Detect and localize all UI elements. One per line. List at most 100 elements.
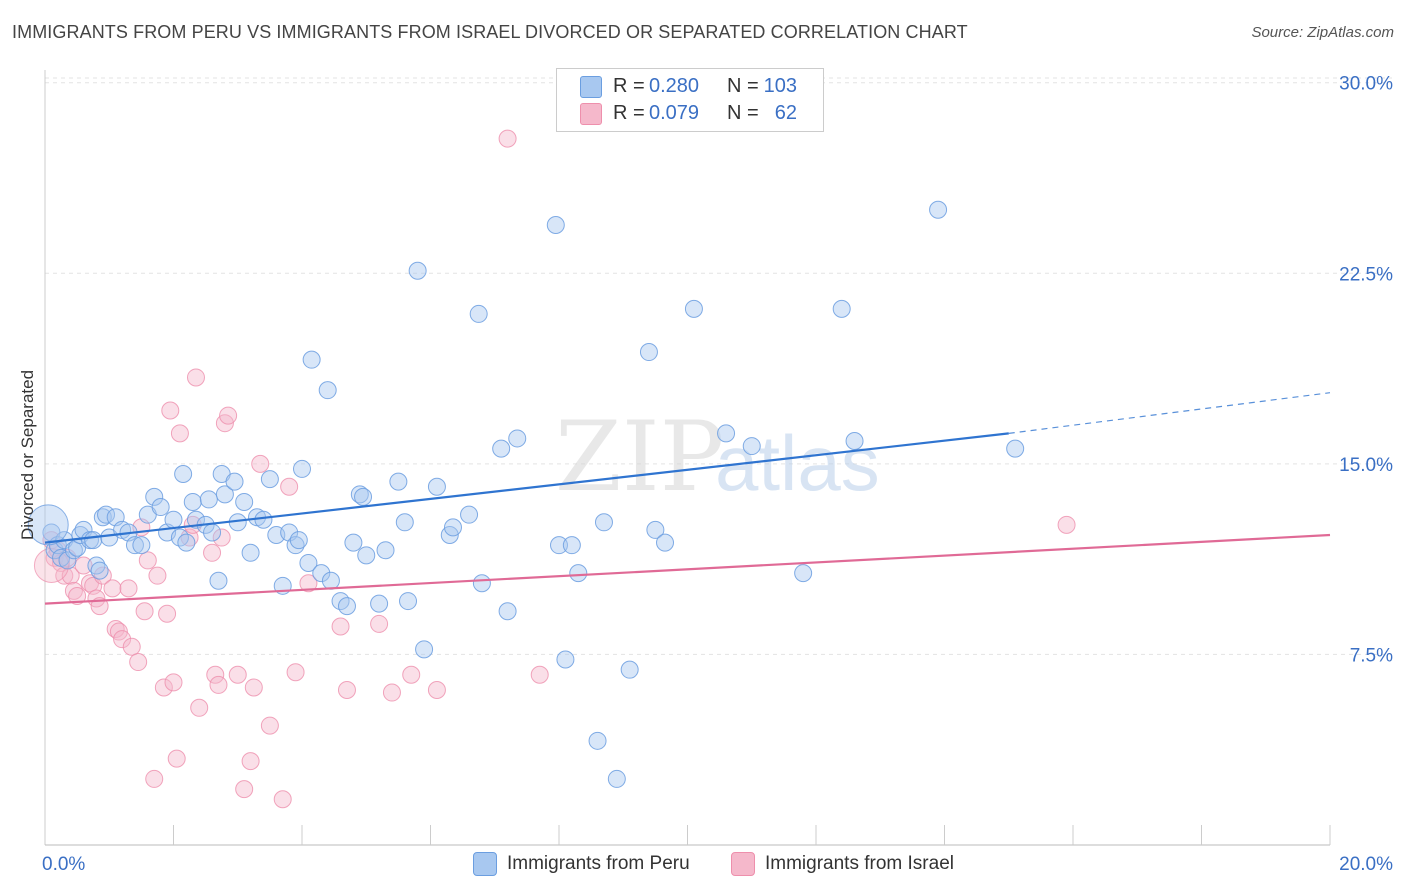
x-tick-label: 0.0%	[42, 854, 85, 875]
legend-n-value: 62	[774, 101, 797, 124]
israel-point	[135, 602, 154, 621]
peru-point	[58, 551, 77, 570]
peru-point	[87, 556, 106, 575]
peru-point	[299, 553, 318, 572]
y-tick-label: 22.5%	[1339, 264, 1393, 285]
peru-point	[225, 472, 244, 491]
y-axis-label: Divorced or Separated	[18, 370, 37, 540]
legend-n-value: 103	[763, 74, 797, 97]
legend-row-israel: R = 0.079 N = 62	[557, 99, 823, 127]
peru-point	[1006, 439, 1025, 458]
peru-point	[594, 513, 613, 532]
peru-point	[832, 299, 851, 318]
israel-point	[209, 675, 228, 694]
peru-cluster-point	[27, 504, 69, 546]
israel-point	[427, 681, 446, 699]
israel-point	[164, 673, 183, 692]
peru-point	[177, 533, 196, 552]
israel-point	[280, 477, 299, 496]
peru-point	[289, 531, 308, 550]
israel-point	[382, 683, 401, 702]
peru-point	[562, 536, 581, 555]
israel-point	[122, 637, 141, 656]
tick-labels: 7.5% 15.0% 22.5% 30.0% 0.0% 20.0%	[42, 74, 1393, 875]
legend-n-label: N =	[727, 101, 759, 124]
israel-point	[170, 424, 189, 443]
israel-point	[251, 454, 270, 473]
peru-point	[132, 536, 151, 555]
chart-title: IMMIGRANTS FROM PERU VS IMMIGRANTS FROM …	[12, 22, 968, 42]
peru-point	[415, 640, 434, 659]
israel-point	[93, 566, 112, 585]
peru-point	[293, 459, 311, 478]
israel-point	[260, 716, 279, 735]
legend-item-peru[interactable]: Immigrants from Peru	[473, 852, 690, 876]
israel-point	[158, 604, 177, 623]
israel-point	[331, 617, 350, 636]
peru-point	[209, 571, 228, 590]
peru-point	[164, 510, 183, 529]
israel-point	[167, 749, 186, 768]
israel-point	[103, 579, 122, 598]
peru-point	[254, 510, 273, 529]
peru-point	[498, 602, 517, 621]
y-tick-label: 15.0%	[1339, 455, 1393, 476]
israel-point	[148, 566, 167, 585]
israel-point	[241, 752, 260, 771]
israel-point	[113, 630, 132, 649]
peru-point	[350, 485, 369, 504]
peru-point	[607, 769, 626, 788]
peru-point	[376, 541, 395, 560]
peru-point	[717, 424, 736, 443]
watermark: ZIP atlas	[555, 401, 880, 513]
peru-point	[646, 520, 665, 539]
legend-swatch-israel	[580, 103, 602, 125]
series-legend: Immigrants from Peru Immigrants from Isr…	[0, 852, 1406, 876]
israel-trend-line	[44, 533, 1331, 605]
israel-point	[129, 653, 148, 672]
israel-point	[106, 620, 125, 639]
israel-point	[61, 566, 80, 585]
israel-point	[203, 543, 222, 562]
peru-point	[370, 594, 389, 613]
israel-point	[273, 790, 292, 809]
peru-point	[302, 350, 321, 369]
peru-point	[183, 492, 202, 511]
y-tick-label: 30.0%	[1339, 74, 1393, 95]
israel-point	[286, 663, 305, 682]
peru-point	[84, 531, 103, 550]
israel-point	[530, 665, 549, 684]
peru-point	[399, 592, 418, 611]
israel-point	[1057, 515, 1076, 534]
peru-point	[215, 485, 234, 504]
peru-point	[151, 498, 170, 517]
legend-label-israel: Immigrants from Israel	[765, 853, 954, 874]
peru-point	[389, 472, 408, 491]
legend-item-israel[interactable]: Immigrants from Israel	[731, 852, 954, 876]
peru-point	[235, 492, 254, 511]
source-label: Source: ZipAtlas.com	[1251, 24, 1394, 41]
peru-point	[64, 541, 83, 560]
legend-r-label: R =	[613, 101, 645, 124]
legend-label-peru: Immigrants from Peru	[507, 853, 690, 874]
peru-point	[929, 200, 948, 219]
peru-point	[742, 437, 761, 456]
israel-point	[68, 586, 87, 605]
peru-trend-extension	[1008, 392, 1331, 434]
peru-point	[443, 518, 462, 537]
peru-point	[125, 536, 144, 555]
peru-point	[794, 564, 813, 583]
peru-point	[357, 546, 376, 565]
legend-swatch-peru	[473, 852, 497, 876]
peru-point	[318, 381, 337, 400]
legend-row-peru: R = 0.280 N = 103	[557, 72, 823, 100]
israel-point	[212, 528, 231, 547]
peru-point	[241, 543, 260, 562]
peru-point	[472, 574, 491, 593]
israel-point	[219, 406, 238, 425]
israel-point	[244, 678, 263, 697]
israel-point	[498, 129, 517, 148]
peru-point	[260, 470, 279, 489]
israel-point	[402, 665, 421, 684]
